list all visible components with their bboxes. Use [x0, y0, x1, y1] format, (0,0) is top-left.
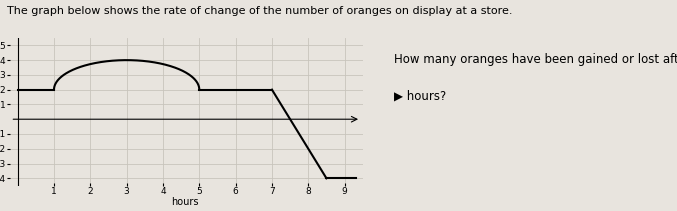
Text: The graph below shows the rate of change of the number of oranges on display at : The graph below shows the rate of change… [7, 6, 512, 16]
Text: ▶ hours?: ▶ hours? [393, 90, 445, 103]
X-axis label: hours: hours [171, 197, 198, 207]
Text: How many oranges have been gained or lost after 7: How many oranges have been gained or los… [393, 53, 677, 66]
